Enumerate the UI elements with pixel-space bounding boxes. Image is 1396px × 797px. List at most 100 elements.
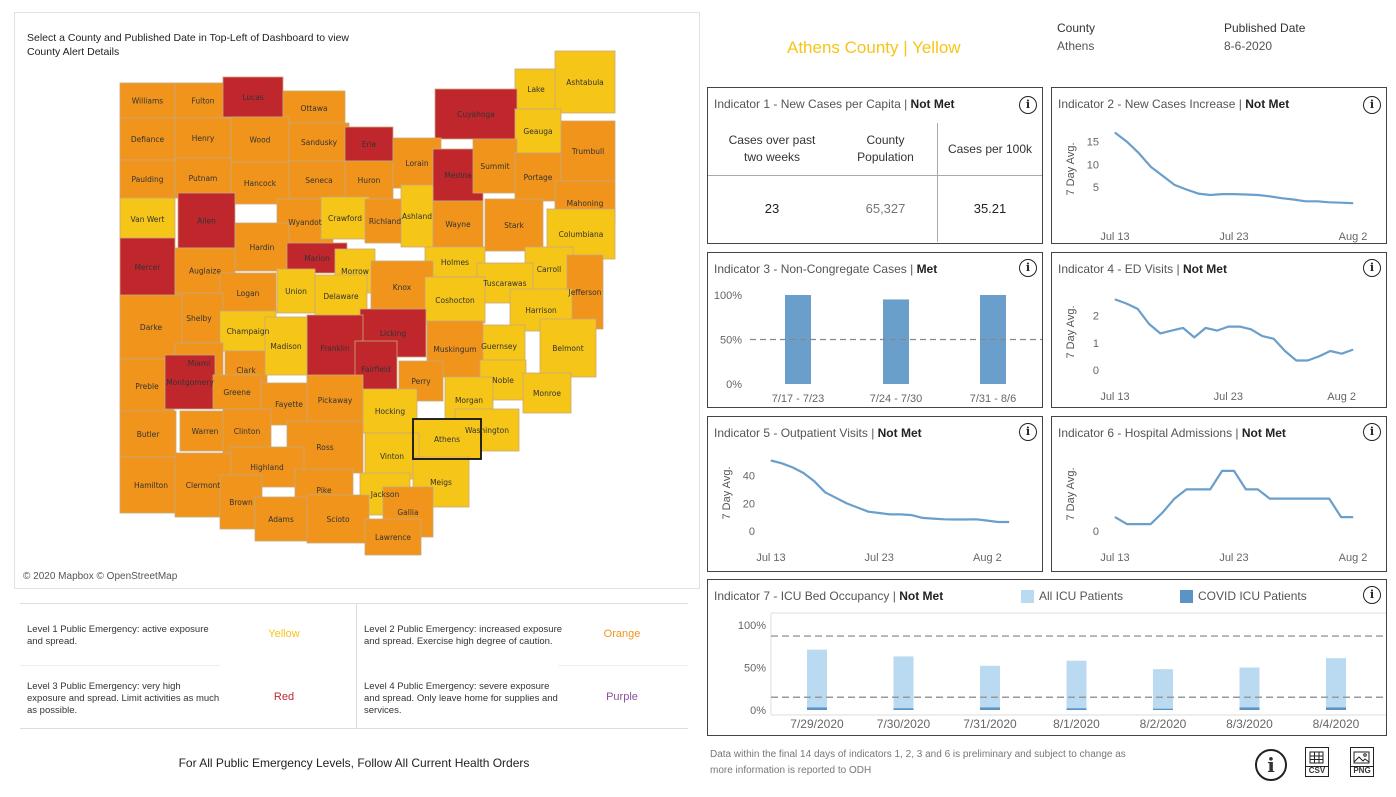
county-richland: [364, 198, 406, 244]
indicator2-panel: Indicator 2 - New Cases Increase | Not M…: [1051, 87, 1387, 244]
x-tick-label: Jul 13: [1100, 231, 1129, 243]
county-label-delaware: Delaware: [323, 292, 359, 301]
indicator6-line-chart[interactable]: 7 Day Avg. 0 Jul 13 Jul 23 Aug 2: [1052, 445, 1386, 571]
county-label-crawford: Crawford: [328, 214, 362, 223]
bar-all-icu: [807, 649, 827, 710]
info-icon[interactable]: i: [1019, 259, 1037, 277]
info-icon[interactable]: i: [1255, 749, 1287, 781]
county-label-morrow: Morrow: [341, 267, 369, 276]
county-label-henry: Henry: [192, 134, 215, 143]
county-label-clinton: Clinton: [234, 427, 261, 436]
bar-all-icu: [980, 665, 1000, 710]
county-label-washington: Washington: [465, 426, 509, 435]
data-point: [1114, 298, 1116, 300]
x-tick-label: 7/31 - 8/6: [970, 393, 1016, 405]
data-point: [1341, 353, 1343, 355]
y-axis-title: 7 Day Avg.: [1065, 306, 1077, 359]
table-divider: [708, 175, 1042, 176]
data-point: [1318, 355, 1320, 357]
image-icon: [1353, 751, 1370, 764]
info-icon[interactable]: i: [1019, 423, 1037, 441]
county-williams: [119, 82, 176, 119]
county-geauga: [514, 108, 562, 154]
bar-all-icu: [1239, 667, 1260, 710]
county-label-mahoning: Mahoning: [567, 199, 604, 208]
county-label-miami: Miami: [188, 359, 211, 368]
data-point: [1126, 523, 1128, 525]
county-label-clermont: Clermont: [186, 481, 221, 490]
indicator3-bar-chart[interactable]: 0% 50% 100% 7/17 - 7/23 7/24 - 7/30 7/31 - 8/…: [708, 281, 1042, 407]
info-icon[interactable]: i: [1019, 96, 1037, 114]
data-point: [1257, 488, 1259, 490]
county-label-mercer: Mercer: [135, 263, 162, 272]
indicator5-status: Not Met: [877, 426, 922, 440]
data-point: [802, 472, 804, 474]
data-point: [792, 466, 794, 468]
county-label-huron: Huron: [358, 176, 381, 185]
county-label-lawrence: Lawrence: [375, 533, 411, 542]
county-label-ashtabula: Ashtabula: [566, 78, 604, 87]
data-point: [1281, 498, 1283, 500]
county-filter-label: County: [1057, 21, 1096, 35]
level3-description: Level 3 Public Emergency: very high expo…: [27, 681, 220, 716]
county-label-hocking: Hocking: [375, 407, 406, 416]
data-point: [1174, 498, 1175, 500]
map-panel[interactable]: Select a County and Published Date in To…: [14, 12, 700, 589]
preliminary-data-note: Data within the final 14 days of indicat…: [710, 749, 1126, 776]
data-point: [1304, 498, 1306, 500]
county-label-summit: Summit: [480, 162, 509, 171]
data-point: [900, 513, 902, 515]
info-icon[interactable]: i: [1363, 586, 1381, 604]
county-label-pike: Pike: [316, 486, 332, 495]
table-grid-icon: [1309, 751, 1324, 764]
indicator7-bar-chart[interactable]: 0% 50% 100% 7/29/2020 7/30/2020 7/31/2020 8/1/…: [708, 610, 1386, 735]
indicator2-line-chart[interactable]: 7 Day Avg. 5 10 15 Jul 13 Jul 23 Aug 2: [1052, 118, 1386, 243]
data-point: [1185, 189, 1187, 190]
county-population-value: 65,327: [865, 201, 906, 216]
data-point: [1114, 132, 1116, 134]
county-paulding: [119, 159, 176, 199]
county-label-warren: Warren: [192, 427, 219, 436]
info-icon[interactable]: i: [1363, 96, 1381, 114]
ohio-county-map[interactable]: Williams Fulton Lucas Ottawa Lake Ashtabula De…: [15, 13, 699, 588]
info-icon[interactable]: i: [1363, 423, 1381, 441]
bar-covid-icu: [1239, 707, 1260, 710]
county-label-madison: Madison: [270, 342, 301, 351]
x-tick-label: 7/31/2020: [963, 717, 1017, 731]
y-tick-label: 100%: [738, 620, 766, 632]
data-point: [1329, 350, 1331, 352]
data-point: [846, 502, 848, 504]
y-tick-label: 0: [749, 526, 755, 538]
county-label-knox: Knox: [393, 283, 412, 292]
county-label-paulding: Paulding: [132, 175, 164, 184]
data-point: [943, 518, 945, 520]
date-filter-label: Published Date: [1224, 21, 1306, 35]
county-label-fayette: Fayette: [275, 400, 303, 409]
county-label-greene: Greene: [223, 388, 251, 397]
data-point: [1221, 470, 1223, 472]
data-point: [1245, 194, 1247, 196]
data-point: [835, 497, 837, 499]
county-label-allen: Allen: [197, 217, 216, 226]
data-point: [1126, 141, 1128, 143]
county-label-harrison: Harrison: [525, 306, 557, 315]
bar-covid-icu: [1326, 707, 1346, 710]
county-label-morgan: Morgan: [455, 396, 483, 405]
data-point: [1197, 488, 1199, 490]
legend-swatch-covid-icu: [1180, 590, 1193, 603]
county-pickaway: [306, 374, 364, 426]
csv-download-icon[interactable]: CSV: [1305, 747, 1329, 777]
indicator7-title: Indicator 7 - ICU Bed Occupancy | Not Me…: [714, 589, 944, 603]
county-label-hamilton: Hamilton: [134, 481, 168, 490]
png-download-icon[interactable]: PNG: [1350, 747, 1374, 777]
info-icon[interactable]: i: [1363, 259, 1381, 277]
indicator5-line-chart[interactable]: 7 Day Avg. 0 20 40 Jul 13 Jul 23 Aug 2: [708, 445, 1042, 571]
indicator4-line-chart[interactable]: 7 Day Avg. 0 1 2 Jul 13 Jul 23 Aug 2: [1052, 281, 1386, 407]
county-filter-value[interactable]: Athens: [1057, 39, 1095, 53]
data-point: [813, 480, 815, 482]
series-line: [1114, 469, 1353, 526]
county-label-montgomery: Montgomery: [166, 378, 214, 387]
county-label-stark: Stark: [504, 221, 524, 230]
county-vinton: [364, 432, 420, 480]
date-filter-value[interactable]: 8-6-2020: [1224, 39, 1273, 53]
